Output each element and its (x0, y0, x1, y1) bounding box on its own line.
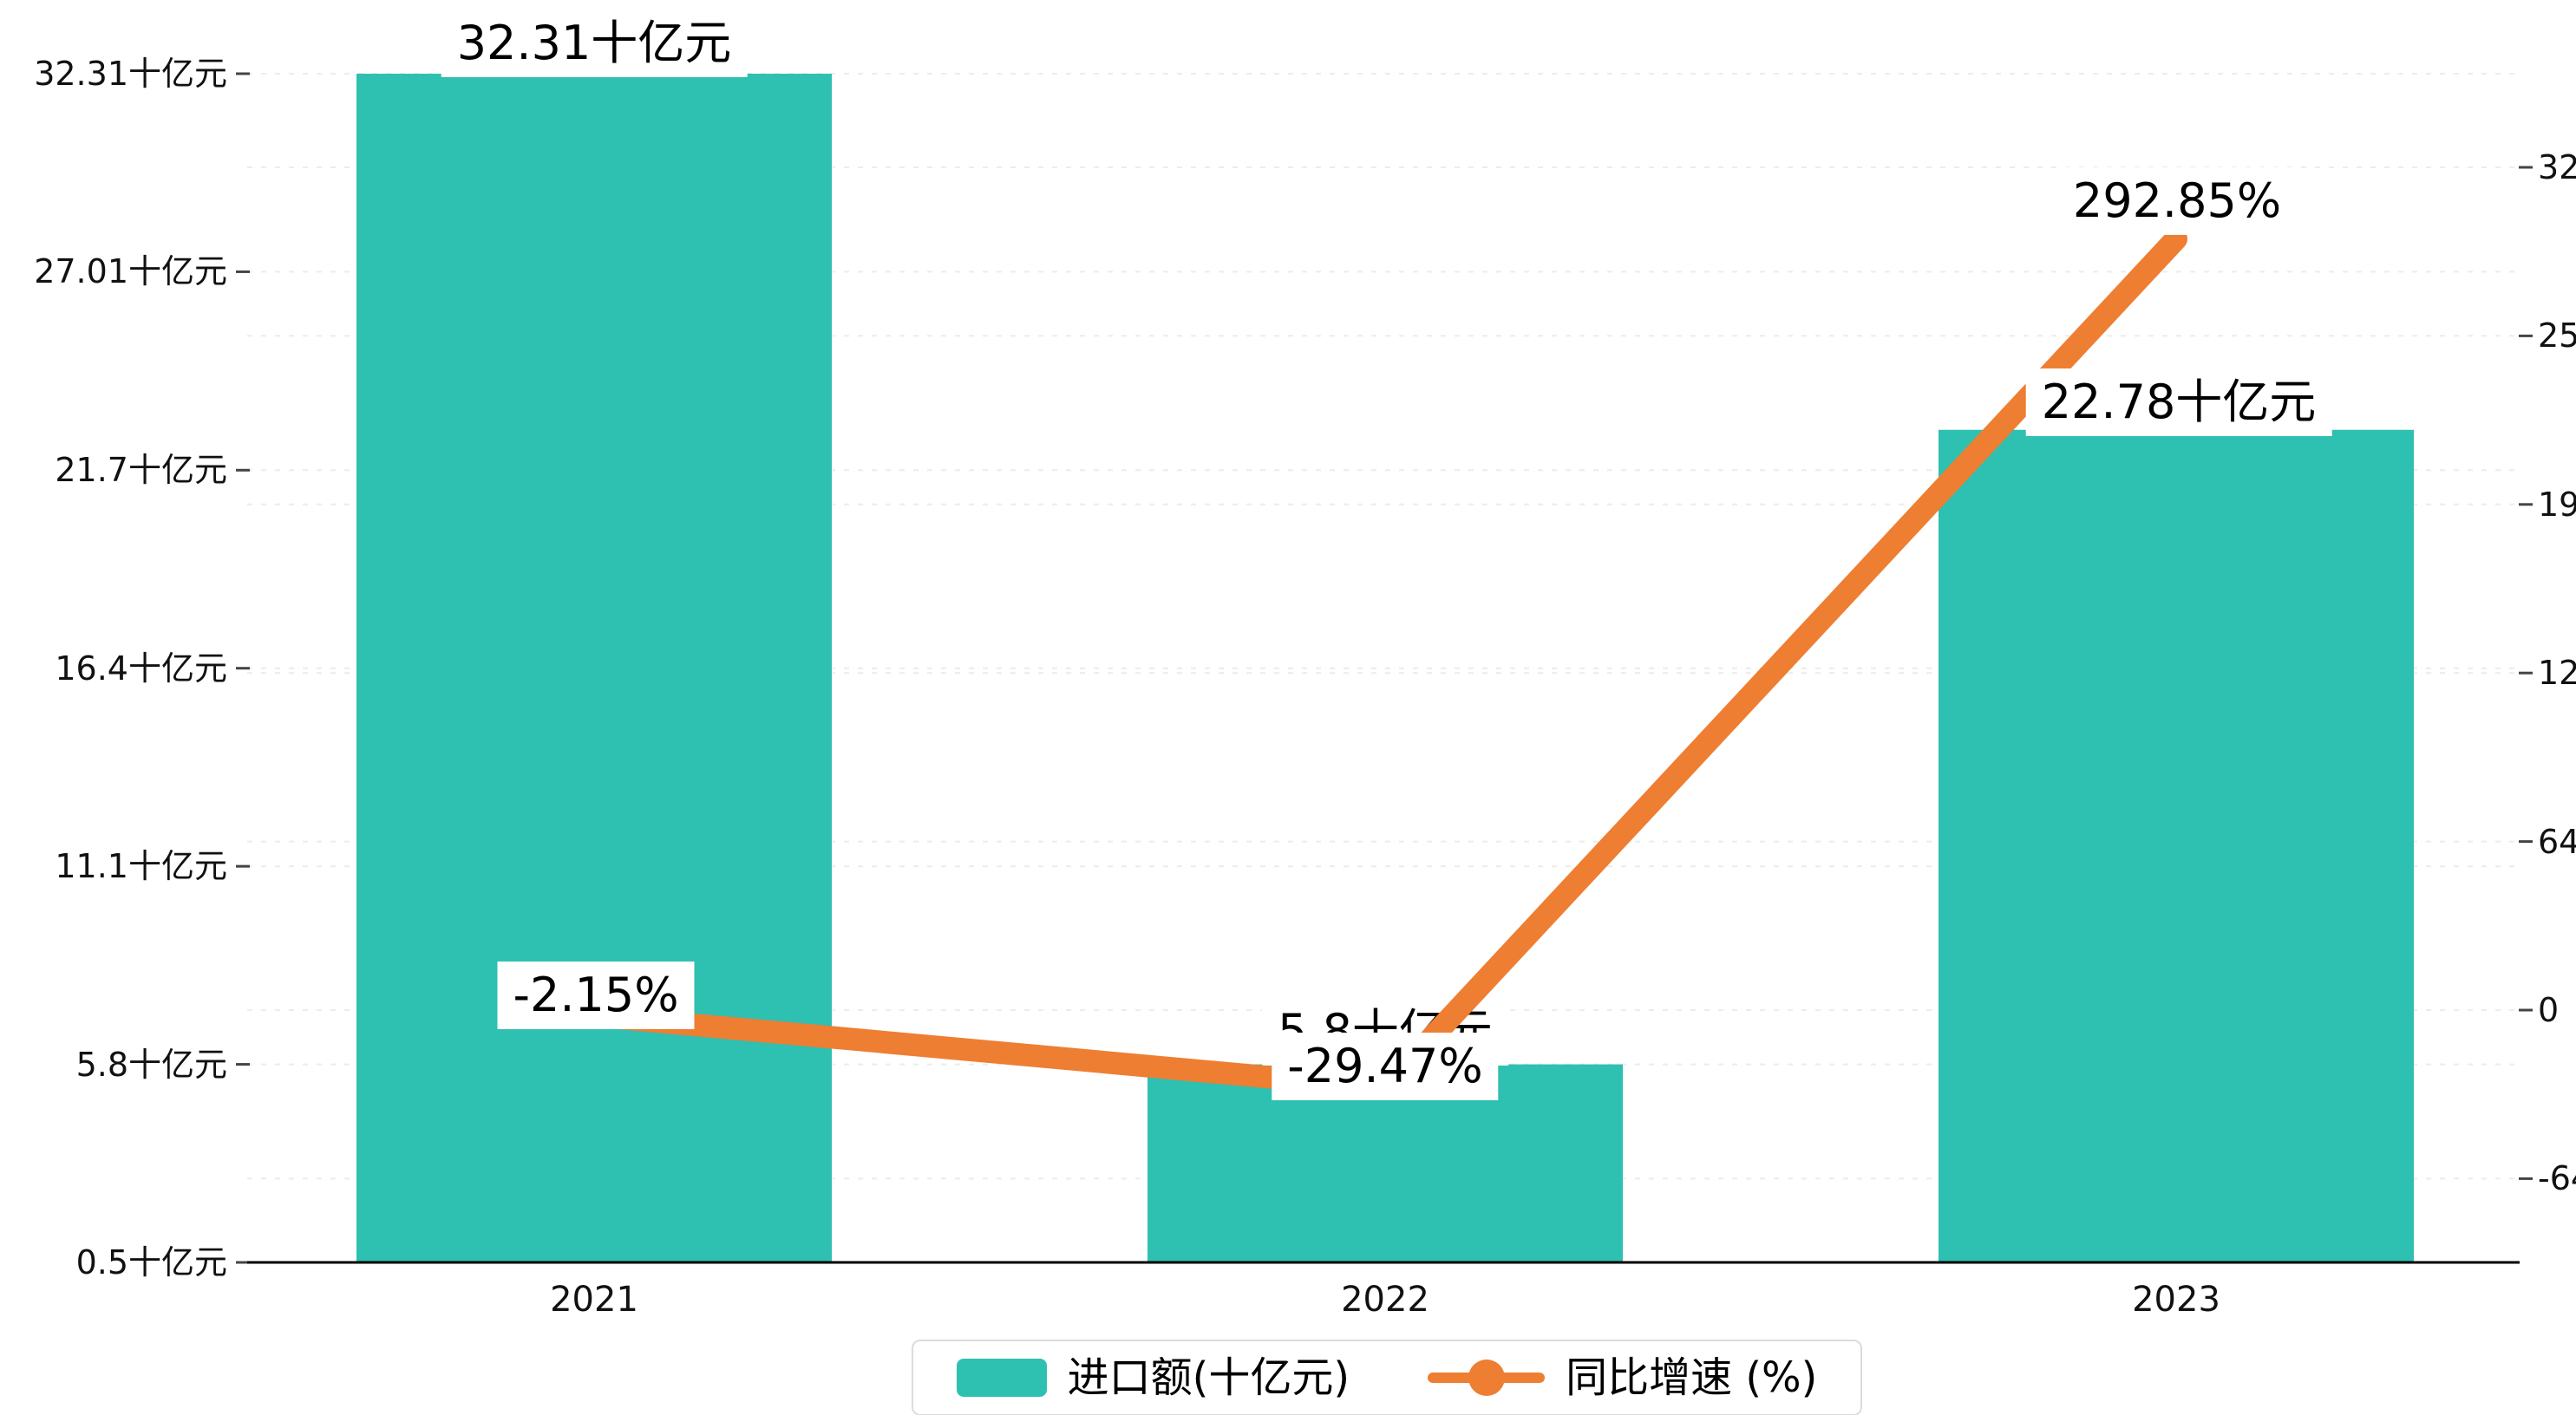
x-axis-label-2022: 2022 (1341, 1280, 1429, 1320)
x-axis-label-2023: 2023 (2132, 1280, 2220, 1320)
y-axis-label: 16.4十亿元 (55, 649, 227, 688)
y-axis-label: 0.5十亿元 (75, 1243, 227, 1281)
legend-label-imports: 进口额(十亿元) (1067, 1353, 1350, 1402)
y-axis-label: 27.01十亿元 (34, 252, 227, 291)
y2-axis-label: 320 (2538, 148, 2576, 186)
y2-axis-label: 256 (2538, 316, 2576, 355)
y2-axis-label: -64 (2538, 1159, 2576, 1198)
bar-value-label-2021: 32.31十亿元 (441, 9, 748, 78)
bar-2021 (356, 74, 832, 1262)
legend: 进口额(十亿元) 同比增速 (%) (912, 1340, 1862, 1415)
legend-bar-swatch-icon (956, 1358, 1047, 1397)
legend-item-imports[interactable]: 进口额(十亿元) (956, 1353, 1350, 1402)
y-axis-label: 21.7十亿元 (55, 451, 227, 490)
growth-rate-label-2023: 292.85% (2056, 166, 2298, 236)
legend-line-marker-icon (1428, 1359, 1546, 1396)
legend-label-growth: 同比增速 (%) (1566, 1353, 1818, 1402)
bar-value-label-2023: 22.78十亿元 (2025, 368, 2332, 437)
y-axis-label: 32.31十亿元 (34, 55, 227, 93)
y2-axis-label: 0 (2538, 991, 2560, 1029)
y-axis-label: 5.8十亿元 (75, 1045, 227, 1084)
y-axis-label: 11.1十亿元 (55, 847, 227, 886)
legend-item-growth[interactable]: 同比增速 (%) (1428, 1353, 1818, 1402)
legend-line-dot-icon (1468, 1359, 1505, 1396)
y2-axis-label: 192 (2538, 485, 2576, 524)
growth-rate-label-2021: -2.15% (497, 961, 695, 1030)
x-axis-label-2021: 2021 (550, 1280, 638, 1320)
y2-axis-label: 128 (2538, 654, 2576, 693)
y2-axis-label: 64 (2538, 822, 2576, 861)
growth-rate-label-2022: -29.47% (1272, 1032, 1499, 1101)
bar-2023 (1939, 429, 2414, 1262)
